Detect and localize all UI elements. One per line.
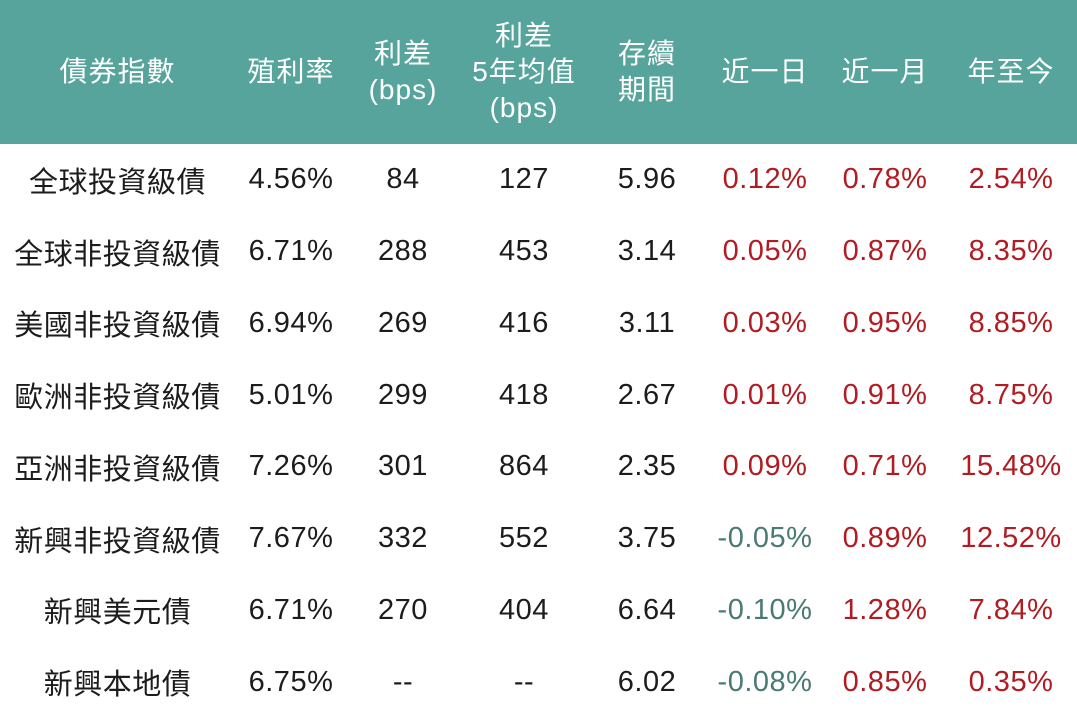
table-row: 美國非投資級債 6.94% 269 416 3.11 0.03% 0.95% 8.85% (0, 288, 1077, 360)
cell-duration: 6.64 (617, 593, 677, 626)
cell-spread_avg: 864 (499, 450, 549, 483)
column-header-yield: 殖利率 (235, 0, 347, 144)
table-body: 全球投資級債 4.56% 84 127 5.96 0.12% 0.78% 2.54% 全球非投資… (0, 144, 1077, 718)
cell-index: 新興非投資級債 (14, 525, 221, 558)
cell-yield: 7.67% (248, 522, 334, 555)
cell-spread: 288 (378, 235, 428, 268)
header-row: 債券指數 殖利率 利差 (bps) 利差 5年均值 (bps) 存續 期間 近一日 近一月年… (0, 0, 1077, 144)
cell-day: 0.05% (722, 235, 808, 268)
column-header-index: 債券指數 (0, 0, 235, 144)
table-row: 新興非投資級債 7.67% 332 552 3.75 -0.05% 0.89% 12.52% (0, 503, 1077, 575)
cell-yield: 6.71% (248, 235, 334, 268)
cell-duration: 3.75 (617, 522, 677, 555)
cell-index: 全球投資級債 (28, 166, 206, 199)
cell-spread: 301 (378, 450, 428, 483)
cell-spread: 84 (386, 163, 420, 196)
cell-month: 0.85% (842, 665, 928, 698)
cell-month: 0.71% (842, 450, 928, 483)
cell-index: 歐洲非投資級債 (14, 382, 221, 415)
cell-duration: 2.35 (617, 450, 677, 483)
cell-day: 0.12% (722, 163, 808, 196)
cell-duration: 3.14 (617, 235, 677, 268)
cell-month: 0.91% (842, 378, 928, 411)
table-row: 新興本地債 6.75% -- -- 6.02 -0.08% 0.85% 0.35% (0, 646, 1077, 718)
column-header-month: 近一月 (825, 0, 945, 144)
cell-yield: 6.75% (248, 665, 334, 698)
cell-yield: 5.01% (248, 378, 334, 411)
cell-month: 0.78% (842, 163, 928, 196)
cell-yield: 4.56% (248, 163, 334, 196)
cell-duration: 5.96 (617, 163, 677, 196)
cell-yield: 7.26% (248, 450, 334, 483)
cell-duration: 6.02 (617, 665, 677, 698)
cell-index: 美國非投資級債 (14, 310, 221, 343)
cell-yield: 6.71% (248, 593, 334, 626)
cell-month: 1.28% (842, 593, 928, 626)
cell-index: 亞洲非投資級債 (14, 453, 221, 486)
cell-spread_avg: -- (513, 665, 535, 698)
cell-month: 0.87% (842, 235, 928, 268)
table-row: 全球非投資級債 6.71% 288 453 3.14 0.05% 0.87% 8.35% (0, 216, 1077, 288)
cell-spread: -- (392, 665, 414, 698)
column-header-spread: 利差 (bps) (347, 0, 459, 144)
cell-month: 0.89% (842, 522, 928, 555)
cell-spread_avg: 552 (499, 522, 549, 555)
cell-day: 0.01% (722, 378, 808, 411)
cell-day: 0.03% (722, 306, 808, 339)
cell-day: -0.08% (717, 665, 813, 698)
column-header-spread_avg: 利差 5年均值 (bps) (459, 0, 589, 144)
cell-spread: 299 (378, 378, 428, 411)
cell-spread_avg: 404 (499, 593, 549, 626)
cell-month: 0.95% (842, 306, 928, 339)
cell-ytd: 2.54% (968, 163, 1054, 196)
cell-day: -0.10% (717, 593, 813, 626)
cell-spread_avg: 416 (499, 306, 549, 339)
table-row: 歐洲非投資級債 5.01% 299 418 2.67 0.01% 0.91% 8.75% (0, 359, 1077, 431)
cell-ytd: 15.48% (960, 450, 1062, 483)
column-header-ytd: 年至今 (945, 0, 1077, 144)
cell-spread: 269 (378, 306, 428, 339)
cell-spread_avg: 453 (499, 235, 549, 268)
table-row: 亞洲非投資級債 7.26% 301 864 2.35 0.09% 0.71% 15.48% (0, 431, 1077, 503)
cell-index: 全球非投資級債 (14, 238, 221, 271)
cell-day: -0.05% (717, 522, 813, 555)
cell-duration: 2.67 (617, 378, 677, 411)
column-header-day: 近一日 (705, 0, 825, 144)
cell-yield: 6.94% (248, 306, 334, 339)
cell-ytd: 8.35% (968, 235, 1054, 268)
cell-index: 新興本地債 (43, 669, 192, 702)
column-header-duration: 存續 期間 (589, 0, 705, 144)
table-row: 全球投資級債 4.56% 84 127 5.96 0.12% 0.78% 2.54% (0, 144, 1077, 216)
cell-index: 新興美元債 (43, 597, 192, 630)
cell-ytd: 7.84% (968, 593, 1054, 626)
cell-day: 0.09% (722, 450, 808, 483)
cell-spread_avg: 127 (499, 163, 549, 196)
cell-spread: 270 (378, 593, 428, 626)
cell-ytd: 12.52% (960, 522, 1062, 555)
cell-spread_avg: 418 (499, 378, 549, 411)
cell-ytd: 0.35% (968, 665, 1054, 698)
cell-duration: 3.11 (618, 306, 676, 339)
cell-ytd: 8.85% (968, 306, 1054, 339)
table-row: 新興美元債 6.71% 270 404 6.64 -0.10% 1.28% 7.84% (0, 575, 1077, 647)
cell-ytd: 8.75% (968, 378, 1054, 411)
cell-spread: 332 (378, 522, 428, 555)
